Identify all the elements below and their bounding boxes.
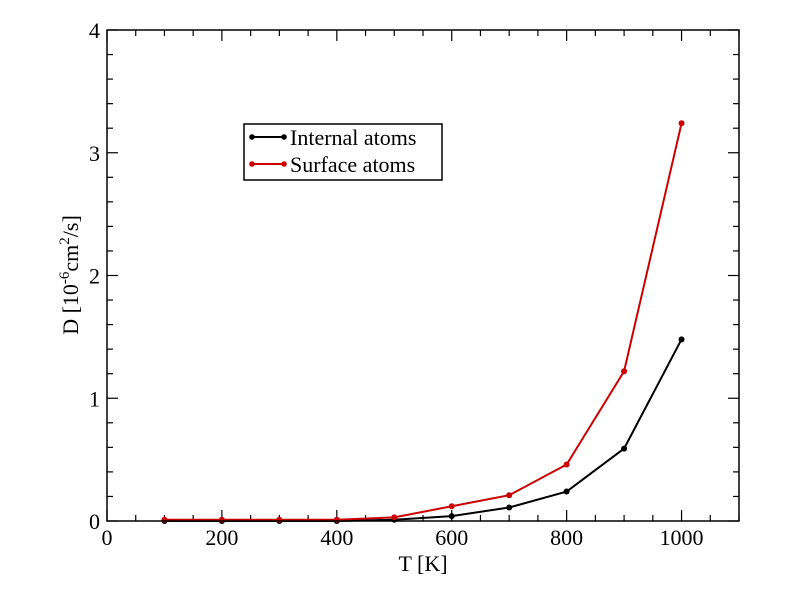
series-line-internal-atoms (164, 338, 683, 522)
legend: Internal atoms Surface atoms (243, 123, 443, 181)
series-layer (161, 120, 685, 524)
y-tick-label: 2 (89, 264, 100, 289)
x-tick-label: 0 (102, 525, 113, 550)
data-point-internal-atoms (506, 504, 513, 511)
data-point-internal-atoms (563, 488, 570, 495)
data-point-surface-atoms (218, 516, 225, 523)
y-axis-label: D [10-6cm2/s] (57, 215, 83, 335)
axis-ticks (106, 29, 740, 522)
tick-labels: 0 200 400 600 800 1000 0 1 2 3 4 (89, 18, 704, 550)
data-point-surface-atoms (448, 503, 455, 510)
y-axis-label-suffix: /s] (58, 215, 83, 237)
series-internal-atoms (161, 336, 685, 524)
x-tick-label: 800 (550, 525, 583, 550)
legend-label-surface: Surface atoms (290, 152, 415, 177)
y-tick-label: 3 (89, 141, 100, 166)
plot-frame (106, 29, 740, 522)
data-point-surface-atoms (276, 516, 283, 523)
y-tick-label: 0 (89, 509, 100, 534)
series-line-surface-atoms (164, 123, 683, 521)
y-axis-label-prefix: D [10 (58, 284, 83, 335)
x-tick-label: 600 (435, 525, 468, 550)
y-tick-label: 4 (89, 18, 100, 43)
data-point-surface-atoms (391, 514, 398, 521)
data-point-surface-atoms (333, 516, 340, 523)
data-point-surface-atoms (678, 120, 685, 127)
x-axis-label: T [K] (398, 551, 447, 576)
data-point-internal-atoms (621, 445, 628, 452)
data-point-surface-atoms (563, 461, 570, 468)
data-point-internal-atoms (448, 513, 455, 520)
data-point-surface-atoms (621, 368, 628, 375)
legend-marker-surface (249, 161, 255, 167)
data-point-surface-atoms (506, 492, 513, 499)
y-axis-label-unit: cm (58, 245, 83, 272)
x-tick-label: 200 (205, 525, 238, 550)
y-tick-label: 1 (89, 386, 100, 411)
y-axis-label-unit-exponent: 2 (57, 237, 73, 245)
x-tick-label: 1000 (660, 525, 704, 550)
legend-label-internal: Internal atoms (290, 125, 416, 150)
legend-marker-internal (249, 134, 255, 140)
legend-marker-internal (281, 134, 287, 140)
legend-marker-surface (281, 161, 287, 167)
data-point-surface-atoms (161, 516, 168, 523)
data-point-internal-atoms (678, 336, 685, 343)
x-tick-label: 400 (320, 525, 353, 550)
legend-box (243, 123, 443, 181)
y-axis-label-exponent: -6 (57, 271, 73, 284)
